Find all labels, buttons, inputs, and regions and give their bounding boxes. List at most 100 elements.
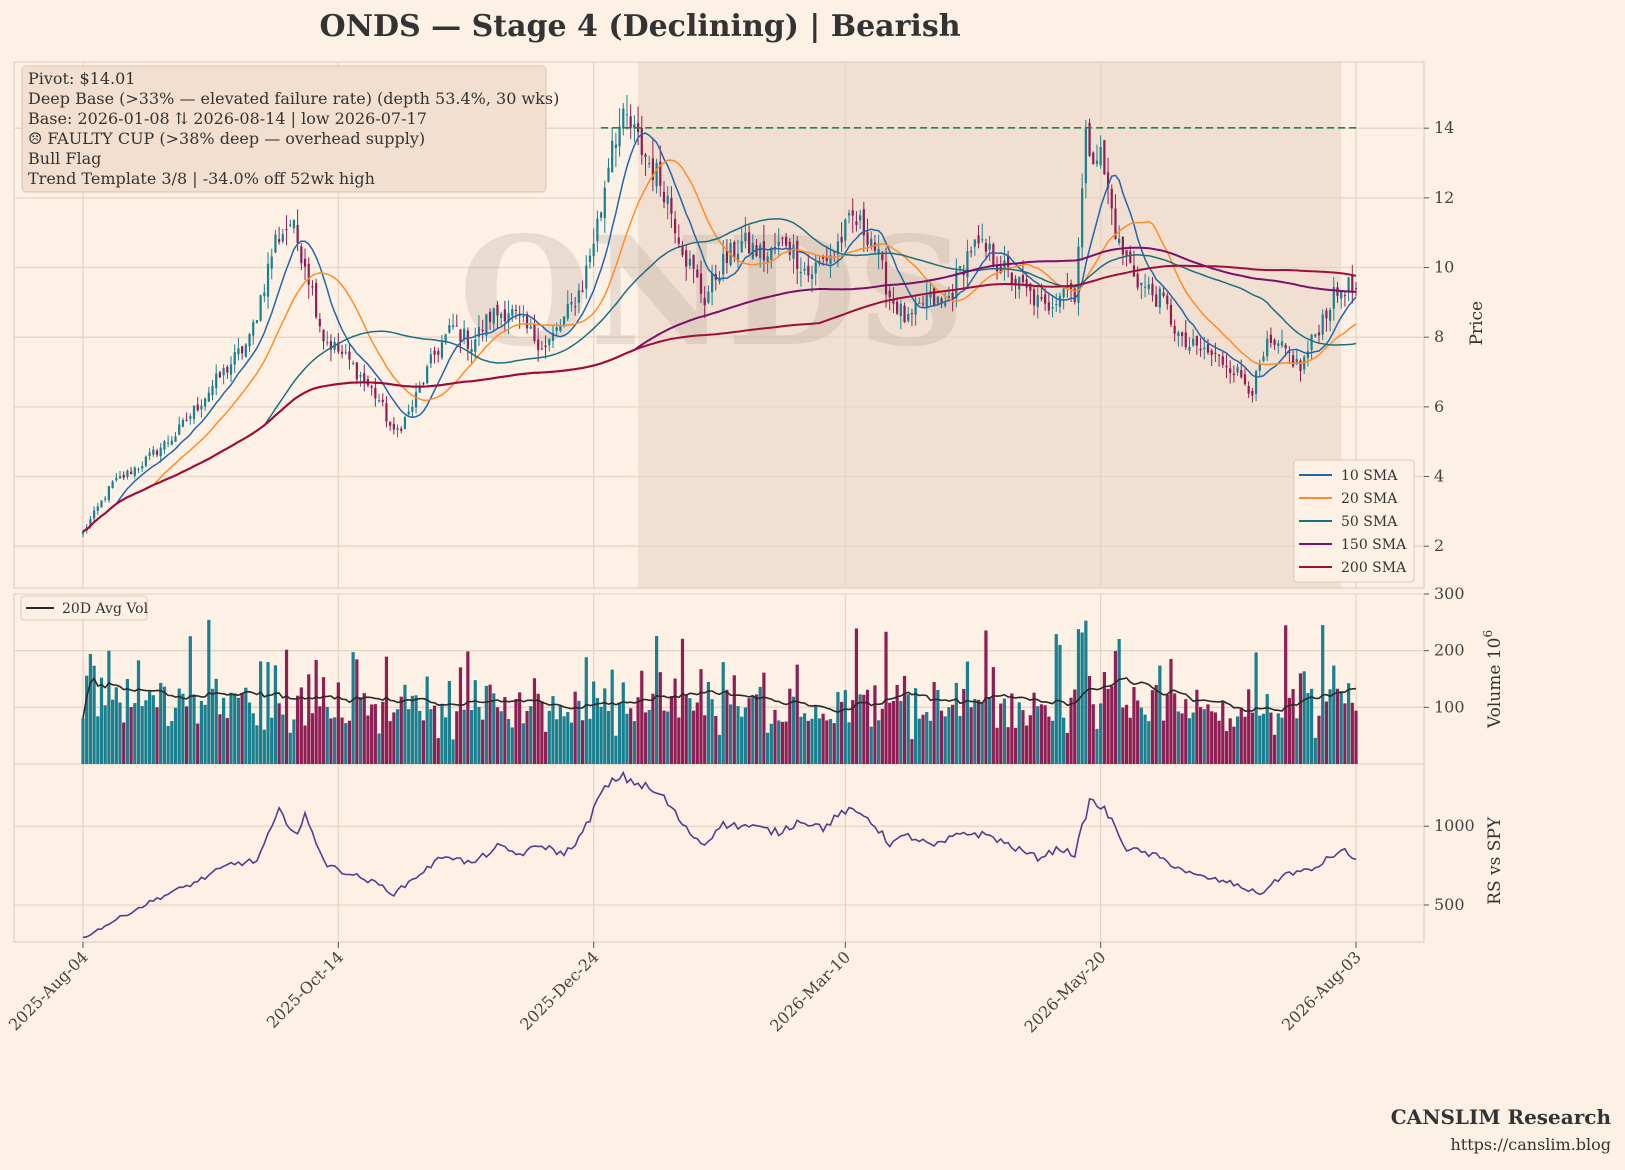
candle-body	[403, 417, 407, 430]
candle-body	[611, 140, 614, 173]
candle-body	[1284, 344, 1287, 349]
candle-body	[1007, 255, 1010, 268]
volume-bar	[1165, 694, 1169, 764]
sma-legend-label: 200 SMA	[1341, 560, 1407, 576]
candle-body	[485, 314, 488, 336]
candle-body	[688, 258, 692, 266]
candle-body	[648, 163, 651, 165]
candle-body	[1151, 283, 1154, 296]
volume-bar	[114, 687, 118, 764]
candle-body	[440, 342, 444, 358]
sma-legend-box	[1293, 459, 1415, 583]
candle-body	[1325, 310, 1328, 319]
candle-body	[278, 239, 281, 242]
candle-body	[204, 398, 207, 407]
candle-body	[814, 262, 817, 274]
candle-body	[189, 416, 192, 419]
volume-bar	[925, 712, 929, 764]
candle-body	[1044, 294, 1047, 304]
candle-body	[1195, 335, 1198, 346]
candle-body	[1199, 348, 1202, 351]
volume-bar	[654, 636, 659, 764]
volume-bar	[1232, 726, 1236, 764]
volume-bar	[262, 729, 266, 764]
volume-bar	[951, 704, 955, 764]
candle-body	[1225, 365, 1228, 368]
candle-body	[326, 342, 329, 344]
candle-body	[766, 256, 769, 264]
volume-bar	[680, 638, 685, 764]
volume-bar	[580, 720, 585, 764]
volume-bar	[136, 660, 141, 764]
candle-body	[244, 344, 247, 358]
candle-body	[1125, 250, 1128, 256]
candle-body	[796, 240, 799, 269]
volume-bar	[1043, 705, 1047, 764]
volume-bar	[203, 704, 207, 764]
volume-bar	[629, 708, 633, 764]
candle-body	[496, 304, 499, 316]
volume-bar	[344, 723, 348, 764]
candle-body	[137, 468, 140, 470]
candle-body	[418, 385, 421, 393]
volume-bar	[1073, 689, 1077, 764]
volume-bar	[932, 682, 936, 764]
volume-bar	[236, 697, 241, 764]
candle-body	[174, 436, 177, 442]
candle-body	[888, 290, 891, 298]
volume-bar	[843, 690, 847, 764]
volume-bar	[980, 702, 984, 764]
volume-bar	[1228, 718, 1232, 764]
volume-bar	[362, 693, 366, 764]
volume-bar	[647, 709, 651, 764]
candle-body	[207, 392, 210, 402]
candle-body	[270, 256, 273, 269]
candle-body	[226, 366, 229, 373]
volume-legend-label: 20D Avg Vol	[62, 601, 149, 617]
volume-bar	[1025, 725, 1029, 764]
volume-bar	[299, 687, 303, 764]
volume-bar	[617, 702, 622, 764]
volume-bar	[1161, 720, 1166, 764]
candle-body	[178, 424, 181, 435]
candle-body	[340, 351, 344, 354]
volume-bar	[247, 702, 252, 764]
volume-bar	[1243, 716, 1247, 764]
volume-bar	[440, 704, 444, 764]
volume-bar	[1099, 703, 1103, 764]
candle-body	[733, 242, 736, 259]
volume-bar	[888, 702, 892, 764]
candle-body	[241, 346, 244, 354]
candle-body	[925, 295, 928, 307]
volume-bar	[1062, 717, 1066, 764]
volume-bar	[740, 716, 744, 764]
volume-bar	[1339, 691, 1343, 764]
volume-bar	[706, 681, 711, 764]
volume-bar	[788, 688, 792, 764]
volume-bar	[1258, 715, 1262, 764]
volume-bar	[1036, 706, 1040, 764]
volume-bar	[340, 717, 344, 764]
volume-bar	[695, 702, 699, 764]
candle-body	[759, 244, 762, 259]
volume-bar	[766, 732, 770, 764]
candle-body	[1166, 295, 1169, 305]
candle-body	[1247, 386, 1250, 394]
volume-bar	[891, 701, 896, 764]
candle-body	[377, 400, 381, 402]
candle-body	[970, 251, 973, 253]
candle-body	[133, 467, 136, 476]
volume-bar	[880, 708, 884, 764]
volume-bar	[210, 688, 215, 764]
candle-body	[477, 326, 481, 337]
candle-body	[1095, 160, 1099, 164]
candle-body	[1236, 367, 1239, 373]
volume-bar	[1235, 716, 1240, 764]
candle-body	[666, 195, 669, 204]
candle-body	[229, 364, 233, 375]
candle-body	[692, 254, 695, 269]
volume-bar	[307, 674, 311, 764]
volume-bar	[425, 676, 429, 764]
candle-body	[1062, 288, 1065, 298]
volume-bar	[392, 712, 396, 764]
